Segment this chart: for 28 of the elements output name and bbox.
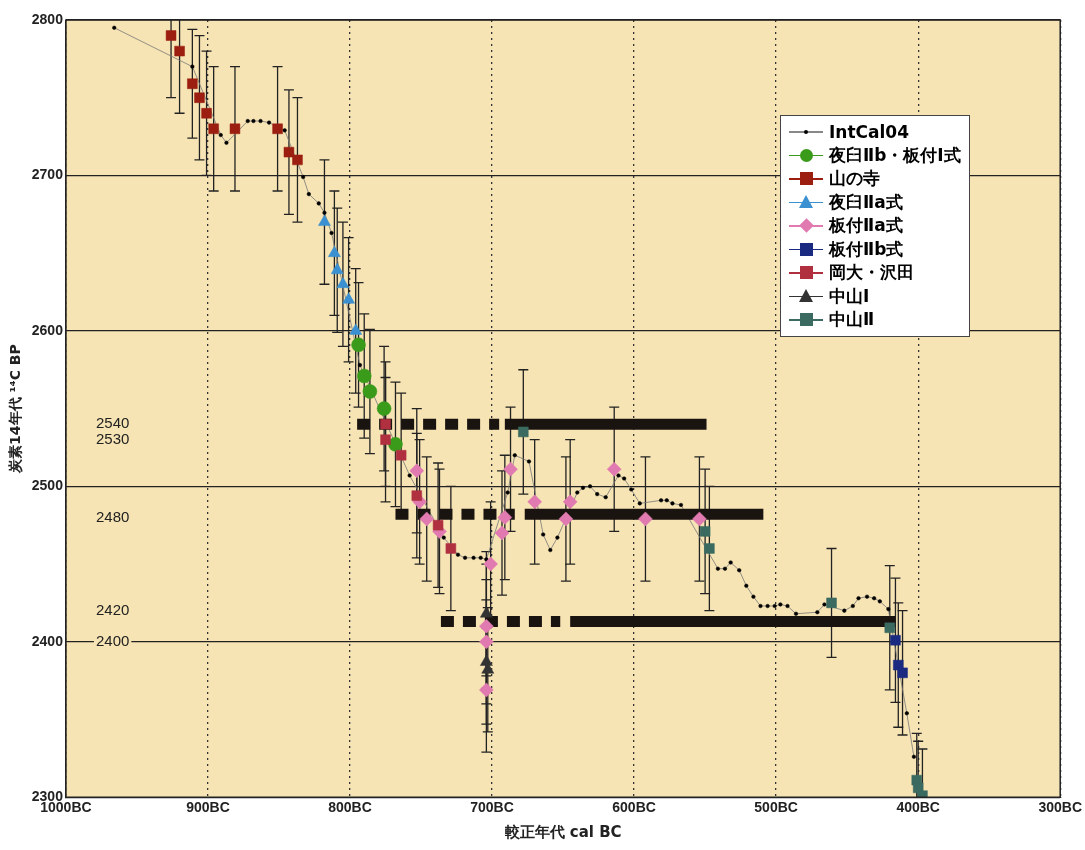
y2-tick-label: 2540 bbox=[95, 414, 130, 432]
y-tick-label: 2700 bbox=[31, 166, 64, 183]
x-tick-label: 900BC bbox=[186, 799, 230, 816]
legend-label: 中山Ⅰ bbox=[829, 284, 870, 308]
x-axis-title: 較正年代 cal BC bbox=[503, 822, 622, 841]
legend-label: 岡大・沢田 bbox=[829, 261, 914, 285]
x-tick-label: 700BC bbox=[470, 799, 514, 816]
legend-label: 山の寺 bbox=[829, 167, 880, 191]
y2-tick-label: 2400 bbox=[95, 631, 130, 649]
y-tick-label: 2800 bbox=[31, 10, 64, 27]
x-tick-label: 300BC bbox=[1038, 799, 1083, 816]
y2-tick-label: 2530 bbox=[95, 429, 130, 447]
legend-label: 夜臼Ⅱb・板付Ⅰ式 bbox=[829, 143, 961, 167]
y-tick-label: 2400 bbox=[31, 632, 64, 649]
y-tick-label: 2600 bbox=[31, 321, 64, 338]
y-axis-title: 炭素14年代 ¹⁴C BP bbox=[7, 344, 24, 474]
x-tick-label: 800BC bbox=[328, 799, 372, 816]
x-tick-label: 400BC bbox=[896, 799, 940, 816]
y-tick-label: 2500 bbox=[31, 477, 64, 494]
legend-label: 板付Ⅱa式 bbox=[829, 214, 903, 238]
legend-label: 中山Ⅱ bbox=[829, 308, 875, 332]
x-tick-label: 500BC bbox=[754, 799, 798, 816]
legend-label: IntCal04 bbox=[829, 121, 909, 142]
legend-label: 夜臼Ⅱa式 bbox=[829, 190, 903, 214]
x-tick-label: 600BC bbox=[612, 799, 656, 816]
legend-label: 板付Ⅱb式 bbox=[829, 237, 904, 261]
y2-tick-label: 2420 bbox=[95, 600, 130, 618]
y2-tick-label: 2480 bbox=[95, 507, 130, 525]
